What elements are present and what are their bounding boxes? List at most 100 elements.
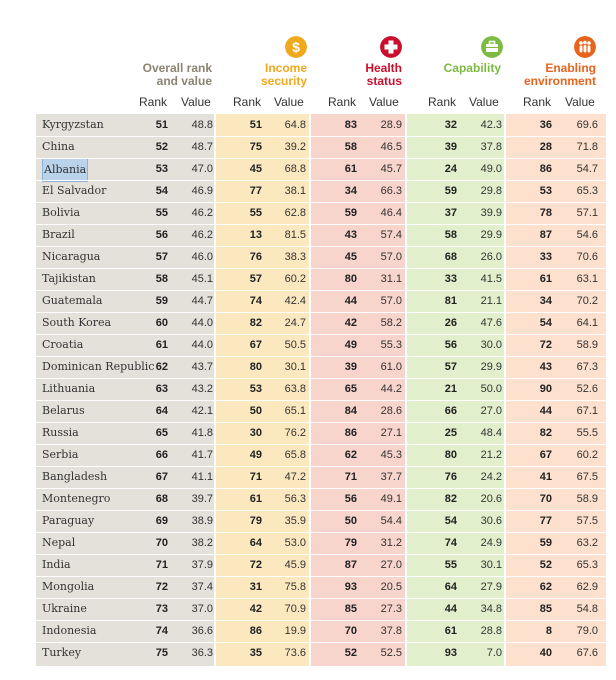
- cap-rank-cell: 80: [444, 449, 457, 461]
- country-name: Turkey: [42, 646, 82, 659]
- table-row: India 71 37.9 72 45.9 87 27.0 55 30.1 52 65.3: [0, 554, 616, 576]
- overall-rank-cell: 54: [155, 185, 168, 197]
- cap-value-cell: 42.3: [480, 119, 502, 131]
- health-rank-cell: 65: [344, 383, 357, 395]
- table-row: Tajikistan 58 45.1 57 60.2 80 31.1 33 41.5 61 63.1: [0, 268, 616, 290]
- health-value-cell: 45.7: [380, 163, 402, 175]
- overall-rank-cell: 59: [155, 295, 168, 307]
- overall-value-cell: 46.2: [191, 229, 213, 241]
- capability-header: Capability: [443, 61, 501, 75]
- income-value-cell: 30.1: [284, 361, 306, 373]
- briefcase-icon: [481, 36, 503, 58]
- env-value-cell: 58.9: [576, 339, 598, 351]
- overall-rank-cell: 62: [155, 361, 168, 373]
- cap-value-cell: 49.0: [480, 163, 502, 175]
- cap-rank-cell: 37: [444, 207, 457, 219]
- health-value-cell: 49.1: [380, 493, 402, 505]
- income-rank-cell: 30: [249, 427, 262, 439]
- cap-value-cell: 39.9: [480, 207, 502, 219]
- income-rank-cell: 79: [249, 515, 262, 527]
- country-name: Serbia: [42, 448, 79, 461]
- row-divider: [0, 378, 616, 379]
- cap-rank-cell: 44: [444, 603, 457, 615]
- table-row: Guatemala 59 44.7 74 42.4 44 57.0 81 21.1 34 70.2: [0, 290, 616, 312]
- health-rank-cell: 71: [344, 471, 357, 483]
- table-row: China 52 48.7 75 39.2 58 46.5 39 37.8 28 71.8: [0, 136, 616, 158]
- overall-value-cell: 38.2: [191, 537, 213, 549]
- cap-value-cell: 48.4: [480, 427, 502, 439]
- income-value-cell: 64.8: [284, 119, 306, 131]
- table-row: Paraguay 69 38.9 79 35.9 50 54.4 54 30.6 77 57.5: [0, 510, 616, 532]
- overall-value-label: Value: [181, 95, 211, 109]
- env-value-cell: 54.8: [576, 603, 598, 615]
- country-name: South Korea: [42, 316, 112, 329]
- table-row: Nicaragua 57 46.0 76 38.3 45 57.0 68 26.0 33 70.6: [0, 246, 616, 268]
- row-divider: [0, 224, 616, 225]
- row-divider: [0, 356, 616, 357]
- income-value-cell: 35.9: [284, 515, 306, 527]
- env-rank-cell: 33: [539, 251, 552, 263]
- env-rank-cell: 86: [539, 163, 552, 175]
- health-value-label: Value: [369, 95, 399, 109]
- overall-value-cell: 44.7: [191, 295, 213, 307]
- env-value-cell: 67.6: [576, 647, 598, 659]
- cap-rank-cell: 81: [444, 295, 457, 307]
- income-rank-cell: 76: [249, 251, 262, 263]
- health-rank-cell: 58: [344, 141, 357, 153]
- cap-value-cell: 30.0: [480, 339, 502, 351]
- overall-value-cell: 39.7: [191, 493, 213, 505]
- cap-value-cell: 28.8: [480, 625, 502, 637]
- overall-value-cell: 46.0: [191, 251, 213, 263]
- env-rank-cell: 43: [539, 361, 552, 373]
- cap-value-cell: 30.1: [480, 559, 502, 571]
- cap-value-cell: 7.0: [486, 647, 502, 659]
- row-divider: [0, 334, 616, 335]
- income-rank-cell: 55: [249, 207, 262, 219]
- income-value-cell: 81.5: [284, 229, 306, 241]
- overall-value-cell: 41.8: [191, 427, 213, 439]
- overall-value-cell: 37.9: [191, 559, 213, 571]
- cap-value-cell: 24.2: [480, 471, 502, 483]
- income-rank-cell: 61: [249, 493, 262, 505]
- income-rank-cell: 51: [249, 119, 262, 131]
- cap-value-cell: 27.0: [480, 405, 502, 417]
- health-value-cell: 46.5: [380, 141, 402, 153]
- env-rank-cell: 40: [539, 647, 552, 659]
- env-value-cell: 71.8: [576, 141, 598, 153]
- health-rank-cell: 50: [344, 515, 357, 527]
- country-name-highlight: Albania: [42, 158, 89, 182]
- income-rank-cell: 72: [249, 559, 262, 571]
- row-divider: [0, 202, 616, 203]
- health-rank-cell: 44: [344, 295, 357, 307]
- cap-rank-cell: 21: [444, 383, 457, 395]
- env-rank-cell: 78: [539, 207, 552, 219]
- cap-rank-cell: 33: [444, 273, 457, 285]
- income-rank-cell: 80: [249, 361, 262, 373]
- overall-value-cell: 44.0: [191, 339, 213, 351]
- country-name: Bolivia: [42, 206, 81, 219]
- overall-rank-cell: 58: [155, 273, 168, 285]
- row-divider: [0, 180, 616, 181]
- country-name: India: [42, 558, 71, 571]
- country-name: Nicaragua: [42, 250, 101, 263]
- health-value-cell: 46.4: [380, 207, 402, 219]
- health-band: [311, 114, 405, 666]
- env-rank-cell: 70: [539, 493, 552, 505]
- cap-rank-cell: 66: [444, 405, 457, 417]
- income-value-cell: 65.1: [284, 405, 306, 417]
- row-divider: [0, 444, 616, 445]
- env-rank-cell: 67: [539, 449, 552, 461]
- overall-rank-cell: 70: [155, 537, 168, 549]
- country-name: Dominican Republic: [42, 360, 155, 373]
- health-value-cell: 57.4: [380, 229, 402, 241]
- health-rank-cell: 80: [344, 273, 357, 285]
- income-value-cell: 50.5: [284, 339, 306, 351]
- health-value-cell: 37.8: [380, 625, 402, 637]
- overall-rank-cell: 73: [155, 603, 168, 615]
- capability-value-label: Value: [469, 95, 499, 109]
- country-name: Russia: [42, 426, 79, 439]
- health-value-cell: 20.5: [380, 581, 402, 593]
- env-value-cell: 65.3: [576, 559, 598, 571]
- overall-rank-cell: 56: [155, 229, 168, 241]
- income-value-cell: 56.3: [284, 493, 306, 505]
